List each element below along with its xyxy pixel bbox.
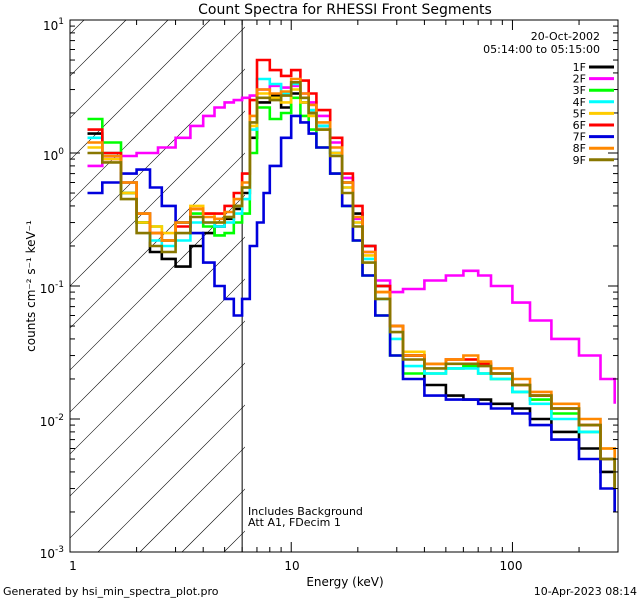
x-tick-label-100: 100 [500, 559, 523, 573]
date-label: 20-Oct-2002 [531, 30, 600, 43]
attenuator-hatch-region [70, 20, 245, 552]
hatch-line [70, 320, 245, 497]
chart-title: Count Spectra for RHESSI Front Segments [198, 2, 492, 18]
hatch-line [70, 20, 169, 119]
hatch-line [139, 446, 245, 552]
hatch-line [70, 20, 211, 161]
legend-label-9F: 9F [573, 154, 586, 167]
legend-label-6F: 6F [573, 119, 586, 132]
y-tick-label-1: 101 [43, 17, 64, 33]
y-tick-label-0: 100 [43, 147, 64, 163]
hatch-line [70, 194, 245, 371]
axis-ticks [69, 19, 619, 553]
legend-label-4F: 4F [573, 96, 586, 109]
y-tick-label-m1: 10-1 [40, 280, 64, 296]
y-tick-label-m3: 10-3 [40, 545, 64, 561]
legend-label-8F: 8F [573, 142, 586, 155]
hatch-line [70, 362, 245, 539]
hatch-line [70, 26, 245, 203]
legend-label-7F: 7F [573, 131, 586, 144]
y-tick-label-m2: 10-2 [40, 413, 64, 429]
legend-label-3F: 3F [573, 84, 586, 97]
legend-label-5F: 5F [573, 107, 586, 120]
y-tick-labels: 101 100 10-1 10-2 10-3 [40, 17, 65, 561]
legend-label-1F: 1F [573, 61, 586, 74]
legend-label-2F: 2F [573, 73, 586, 86]
x-tick-label-10: 10 [284, 559, 299, 573]
x-axis-label: Energy (keV) [306, 575, 383, 589]
generated-by-label: Generated by hsi_min_spectra_plot.pro [3, 585, 219, 598]
hatch-line [70, 68, 245, 245]
attenuator-annotation: Att A1, FDecim 1 [248, 516, 341, 529]
hatch-line [70, 278, 245, 455]
y-axis-label: counts cm⁻² s⁻¹ keV⁻¹ [24, 220, 38, 352]
hatch-line [97, 404, 245, 552]
background-annotation: Includes Background [248, 505, 363, 518]
series-group [87, 58, 616, 512]
time-range-label: 05:14:00 to 05:15:00 [483, 43, 600, 56]
hatch-line [70, 152, 245, 329]
x-tick-label-1: 1 [69, 559, 77, 573]
series-line-9F [87, 81, 616, 489]
hatch-line [70, 236, 245, 413]
footer-timestamp: 10-Apr-2023 08:14 [534, 585, 637, 598]
